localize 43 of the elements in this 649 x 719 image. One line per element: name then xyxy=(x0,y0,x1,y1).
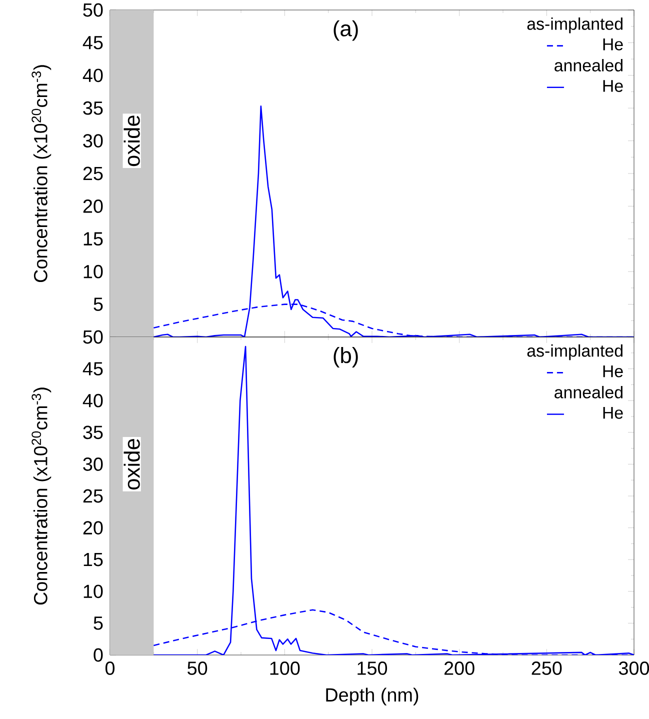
y-tick-label: 50 xyxy=(83,3,103,17)
y-tick-label: 15 xyxy=(84,553,103,566)
y-tick-label: 50 xyxy=(83,330,103,344)
y-tick-label: 20 xyxy=(83,521,103,535)
x-tick-label: 0 xyxy=(105,662,115,675)
x-tick-label: 50 xyxy=(188,662,208,675)
chart-title: (b) xyxy=(334,347,358,368)
y-tick-label: 30 xyxy=(83,457,103,471)
y-tick-label: 40 xyxy=(82,68,103,82)
y-tick-label: 25 xyxy=(83,489,103,503)
y-axis-title: Concentration (x10$^{20}$cm$^{-3}$) xyxy=(32,65,52,282)
y-tick-label: 5 xyxy=(94,298,103,311)
y-tick-label: 0 xyxy=(94,648,103,662)
annotation: annealed xyxy=(554,59,622,72)
y-tick-label: 35 xyxy=(83,101,103,115)
y-tick-label: 40 xyxy=(82,394,103,408)
y-tick-label: 30 xyxy=(83,134,103,148)
chart-title: (a) xyxy=(334,20,358,41)
y-tick-label: 25 xyxy=(83,166,103,180)
x-tick-label: 100 xyxy=(270,662,300,675)
legend-label: He xyxy=(603,80,623,92)
y-tick-label: 35 xyxy=(83,426,103,440)
annotation: as-implanted xyxy=(527,17,622,34)
annotation: annealed xyxy=(554,386,622,398)
x-tick-label: 150 xyxy=(358,662,388,675)
y-tick-label: 5 xyxy=(94,616,103,630)
x-tick-label: 300 xyxy=(618,662,649,675)
legend-label: He xyxy=(603,407,623,419)
annotation: as-implanted xyxy=(527,344,622,360)
y-tick-label: 10 xyxy=(84,264,103,278)
band-label: oxide xyxy=(124,116,140,166)
y-axis-title: Concentration (x10$^{20}$cm$^{-3}$) xyxy=(32,388,52,605)
y-tick-label: 15 xyxy=(84,232,103,246)
x-tick-label: 250 xyxy=(532,662,562,675)
y-tick-label: 20 xyxy=(83,199,103,213)
y-tick-label: 10 xyxy=(84,584,103,598)
band-label: oxide xyxy=(124,438,140,490)
x-axis-title: Depth (nm) xyxy=(326,688,418,706)
y-tick-label: 45 xyxy=(82,362,103,376)
legend-label: He xyxy=(603,365,623,378)
y-tick-label: 45 xyxy=(82,36,103,50)
x-tick-label: 200 xyxy=(444,662,474,675)
legend-label: He xyxy=(603,38,623,50)
